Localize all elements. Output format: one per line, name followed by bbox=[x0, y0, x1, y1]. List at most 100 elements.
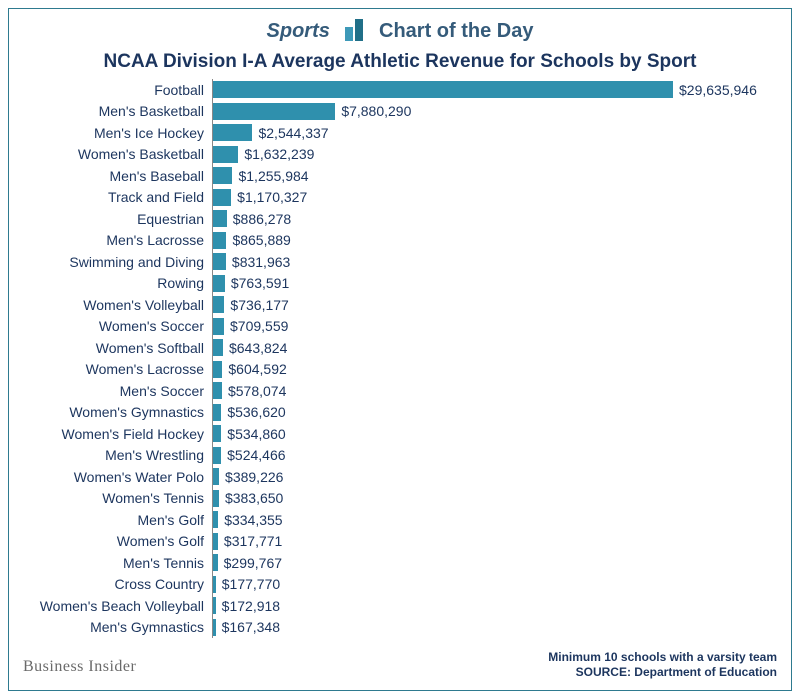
chart-row-barcell: $536,620 bbox=[212, 402, 771, 424]
header: Sports Chart of the Day bbox=[9, 9, 791, 47]
chart-bar bbox=[213, 275, 225, 292]
chart-row-value: $1,255,984 bbox=[238, 168, 308, 184]
chart-row-barcell: $578,074 bbox=[212, 380, 771, 402]
chart-row-label: Women's Gymnastics bbox=[9, 404, 212, 420]
chart-row: Women's Softball $643,824 bbox=[9, 337, 771, 359]
chart-row-label: Women's Lacrosse bbox=[9, 361, 212, 377]
chart-row-barcell: $2,544,337 bbox=[212, 122, 771, 144]
chart-row-value: $831,963 bbox=[232, 254, 290, 270]
chart-row-barcell: $317,771 bbox=[212, 531, 771, 553]
chart-row-barcell: $389,226 bbox=[212, 466, 771, 488]
footer-line1: Minimum 10 schools with a varsity team bbox=[548, 650, 777, 665]
chart-row: Women's Gymnastics $536,620 bbox=[9, 402, 771, 424]
chart-row-barcell: $865,889 bbox=[212, 230, 771, 252]
chart-row-barcell: $7,880,290 bbox=[212, 101, 771, 123]
chart-row: Equestrian $886,278 bbox=[9, 208, 771, 230]
chart-bar bbox=[213, 210, 227, 227]
chart-row-value: $7,880,290 bbox=[341, 103, 411, 119]
chart-row-value: $709,559 bbox=[230, 318, 288, 334]
chart-row-value: $643,824 bbox=[229, 340, 287, 356]
footer-line2: SOURCE: Department of Education bbox=[548, 665, 777, 680]
chart-row-value: $1,170,327 bbox=[237, 189, 307, 205]
brand-part2: Insider bbox=[88, 658, 136, 675]
chart-row-label: Men's Gymnastics bbox=[9, 619, 212, 635]
chart-row-value: $177,770 bbox=[222, 576, 280, 592]
chart-row-label: Women's Golf bbox=[9, 533, 212, 549]
chart-row: Women's Golf $317,771 bbox=[9, 531, 771, 553]
chart-row-barcell: $604,592 bbox=[212, 359, 771, 381]
chart-row-barcell: $29,635,946 bbox=[212, 79, 771, 101]
chart-row-label: Men's Ice Hockey bbox=[9, 125, 212, 141]
chart-row-barcell: $167,348 bbox=[212, 617, 771, 639]
chart-bar bbox=[213, 382, 222, 399]
chart-row: Football$29,635,946 bbox=[9, 79, 771, 101]
chart-row-label: Women's Water Polo bbox=[9, 469, 212, 485]
chart-row-value: $604,592 bbox=[228, 361, 286, 377]
chart-row-value: $172,918 bbox=[222, 598, 280, 614]
chart-row-barcell: $886,278 bbox=[212, 208, 771, 230]
chart-bar bbox=[213, 468, 219, 485]
chart-row-label: Men's Wrestling bbox=[9, 447, 212, 463]
chart-row-label: Equestrian bbox=[9, 211, 212, 227]
chart-row-label: Track and Field bbox=[9, 189, 212, 205]
footer-note: Minimum 10 schools with a varsity team S… bbox=[548, 650, 777, 680]
chart-bar bbox=[213, 146, 238, 163]
chart-row-barcell: $643,824 bbox=[212, 337, 771, 359]
chart-row-value: $1,632,239 bbox=[244, 146, 314, 162]
brand-part1: Business bbox=[23, 658, 88, 675]
chart-row-label: Women's Volleyball bbox=[9, 297, 212, 313]
chart-row: Men's Wrestling$524,466 bbox=[9, 445, 771, 467]
chart-bar bbox=[213, 447, 221, 464]
chart-bar bbox=[213, 361, 222, 378]
chart-row: Women's Basketball$1,632,239 bbox=[9, 144, 771, 166]
chart-bar bbox=[213, 425, 221, 442]
header-suffix: Chart of the Day bbox=[379, 20, 533, 42]
chart-row-value: $534,860 bbox=[227, 426, 285, 442]
chart-row-label: Men's Soccer bbox=[9, 383, 212, 399]
chart-row-value: $886,278 bbox=[233, 211, 291, 227]
chart-row-label: Football bbox=[9, 82, 212, 98]
chart-bar bbox=[213, 597, 216, 614]
chart-bar bbox=[213, 404, 221, 421]
chart-row-barcell: $736,177 bbox=[212, 294, 771, 316]
chart-row-barcell: $177,770 bbox=[212, 574, 771, 596]
chart-row-label: Women's Softball bbox=[9, 340, 212, 356]
chart-row: Track and Field $1,170,327 bbox=[9, 187, 771, 209]
chart-row-barcell: $709,559 bbox=[212, 316, 771, 338]
chart-row-label: Men's Basketball bbox=[9, 103, 212, 119]
chart-row-value: $865,889 bbox=[232, 232, 290, 248]
chart-row-value: $2,544,337 bbox=[258, 125, 328, 141]
chart-row-value: $317,771 bbox=[224, 533, 282, 549]
chart-row-label: Women's Beach Volleyball bbox=[9, 598, 212, 614]
chart-row-barcell: $1,170,327 bbox=[212, 187, 771, 209]
chart-row: Rowing $763,591 bbox=[9, 273, 771, 295]
chart-row: Men's Tennis$299,767 bbox=[9, 552, 771, 574]
chart-bar bbox=[213, 124, 252, 141]
chart-row: Women's Soccer $709,559 bbox=[9, 316, 771, 338]
chart-title: NCAA Division I-A Average Athletic Reven… bbox=[9, 51, 791, 73]
chart-row-value: $763,591 bbox=[231, 275, 289, 291]
chart-bar bbox=[213, 318, 224, 335]
chart-row-barcell: $299,767 bbox=[212, 552, 771, 574]
chart-row-barcell: $1,255,984 bbox=[212, 165, 771, 187]
chart-bar bbox=[213, 576, 216, 593]
chart-row-value: $536,620 bbox=[227, 404, 285, 420]
chart-bar bbox=[213, 103, 335, 120]
brand-logo: Business Insider bbox=[23, 658, 136, 676]
chart-bar bbox=[213, 296, 224, 313]
chart-row-value: $736,177 bbox=[230, 297, 288, 313]
chart-row-label: Women's Soccer bbox=[9, 318, 212, 334]
chart-row-label: Men's Lacrosse bbox=[9, 232, 212, 248]
chart-bar bbox=[213, 533, 218, 550]
chart-row: Men's Baseball$1,255,984 bbox=[9, 165, 771, 187]
chart-row-value: $389,226 bbox=[225, 469, 283, 485]
chart-row: Women's Lacrosse $604,592 bbox=[9, 359, 771, 381]
chart-bar bbox=[213, 189, 231, 206]
chart-row-label: Rowing bbox=[9, 275, 212, 291]
chart-bar bbox=[213, 619, 216, 636]
chart-bar bbox=[213, 339, 223, 356]
chart-row-value: $383,650 bbox=[225, 490, 283, 506]
chart-row-label: Swimming and Diving bbox=[9, 254, 212, 270]
chart-row-barcell: $334,355 bbox=[212, 509, 771, 531]
header-category: Sports bbox=[267, 20, 330, 42]
